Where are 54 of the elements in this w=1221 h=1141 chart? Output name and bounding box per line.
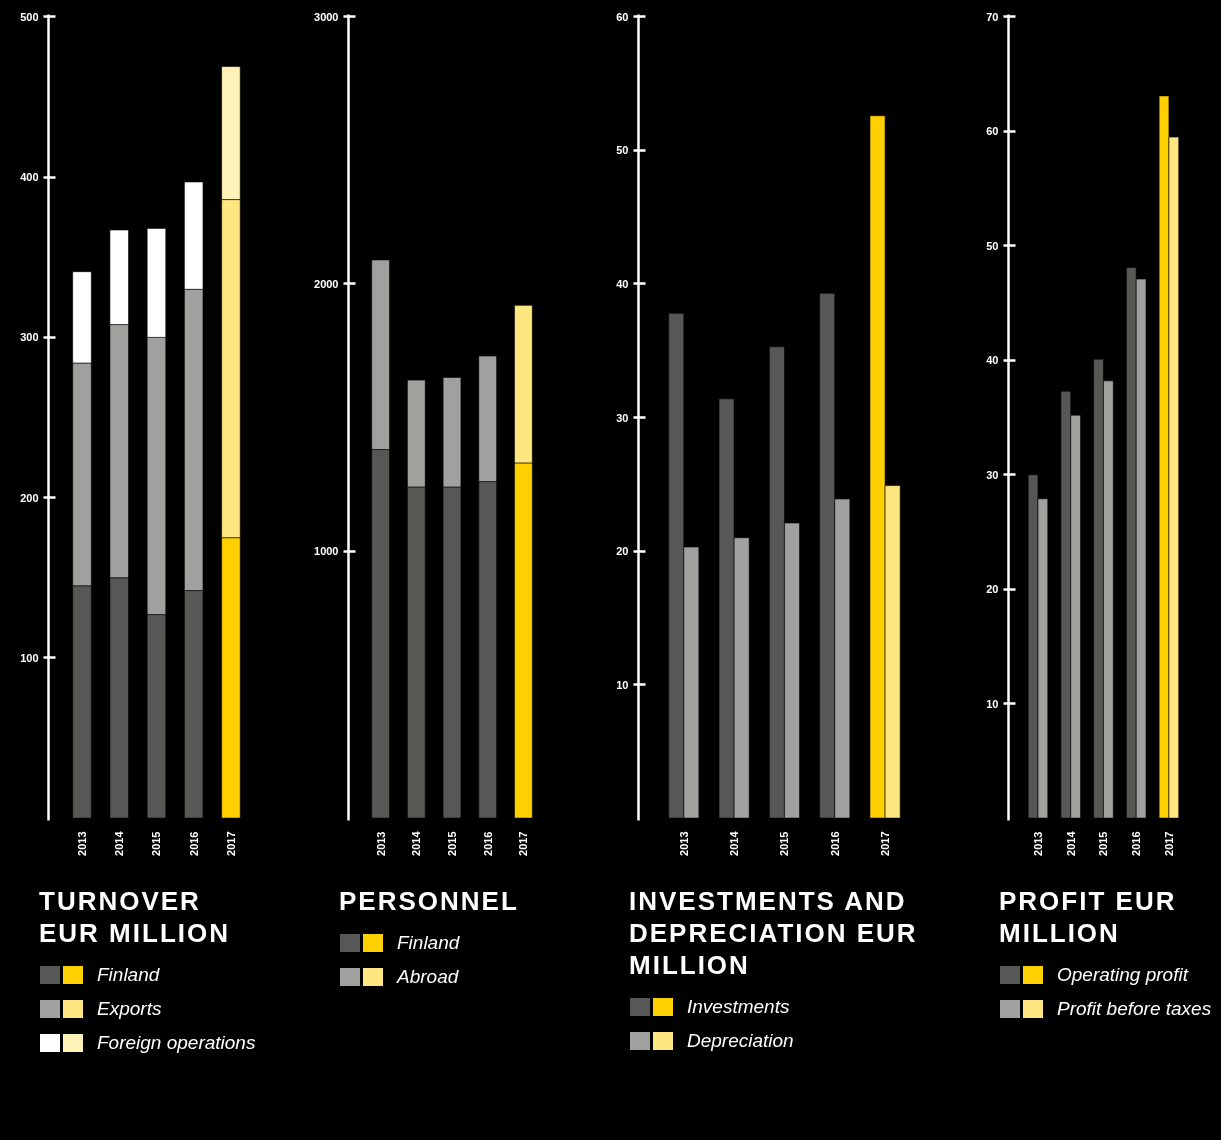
x-tick-label: 2015: [150, 831, 163, 856]
x-tick-label: 2016: [481, 831, 494, 856]
x-tick-label: 2016: [1130, 831, 1143, 856]
legend-label: Profit before taxes: [1057, 997, 1212, 1022]
x-tick-label: 2015: [1097, 831, 1110, 856]
x-tick-label: 2013: [1031, 831, 1044, 856]
x-tick-label: 2016: [828, 831, 841, 856]
y-tick-label: 40: [986, 354, 999, 367]
legend-label: Depreciation: [687, 1029, 794, 1054]
x-tick-label: 2017: [224, 831, 237, 856]
y-tick-label: 20: [986, 583, 999, 596]
legend-label: Investments: [687, 995, 790, 1020]
y-tick-label: 30: [616, 411, 629, 424]
legend-label: Foreign operations: [97, 1031, 256, 1056]
y-tick-label: 20: [616, 545, 629, 558]
y-tick-label: 50: [986, 239, 999, 252]
x-tick-label: 2017: [879, 831, 892, 856]
text: TURNOVER EUR MILLION: [39, 885, 231, 949]
x-tick-label: 2013: [374, 831, 387, 856]
y-tick-label: 10: [986, 697, 999, 710]
x-tick-label: 2016: [187, 831, 200, 856]
y-tick-label: 60: [986, 125, 999, 138]
x-tick-label: 2017: [1162, 831, 1175, 856]
y-tick-label: 70: [986, 10, 999, 23]
y-tick-label: 50: [616, 144, 629, 157]
y-tick-label: 200: [20, 491, 39, 504]
text: INVESTMENTS AND DEPRECIATION EUR MILLION: [629, 885, 919, 981]
x-tick-label: 2013: [76, 831, 89, 856]
x-tick-label: 2015: [446, 831, 459, 856]
x-tick-label: 2014: [410, 830, 423, 856]
y-tick-label: 3000: [314, 10, 339, 23]
y-tick-label: 30: [986, 468, 999, 481]
legend-label: Exports: [97, 997, 162, 1022]
y-tick-label: 1000: [314, 545, 339, 558]
x-tick-label: 2017: [517, 831, 530, 856]
x-tick-label: 2015: [778, 831, 791, 856]
legend-label: Finland: [97, 963, 160, 988]
y-tick-label: 400: [20, 171, 39, 184]
text: PROFIT EUR MILLION: [999, 885, 1178, 949]
y-tick-label: 2000: [314, 277, 339, 290]
y-tick-label: 10: [616, 678, 629, 691]
text: PERSONNEL: [339, 885, 519, 917]
x-tick-label: 2014: [113, 830, 126, 856]
legend-label: Abroad: [397, 965, 459, 990]
legend-label: Operating profit: [1057, 963, 1188, 988]
x-tick-label: 2014: [1064, 830, 1077, 856]
legend-label: Finland: [397, 931, 460, 956]
y-tick-label: 300: [20, 331, 39, 344]
y-tick-label: 60: [616, 10, 629, 23]
y-tick-label: 500: [20, 10, 39, 23]
x-tick-label: 2013: [677, 831, 690, 856]
y-tick-label: 100: [20, 651, 39, 664]
x-tick-label: 2014: [728, 830, 741, 856]
y-tick-label: 40: [616, 277, 629, 290]
